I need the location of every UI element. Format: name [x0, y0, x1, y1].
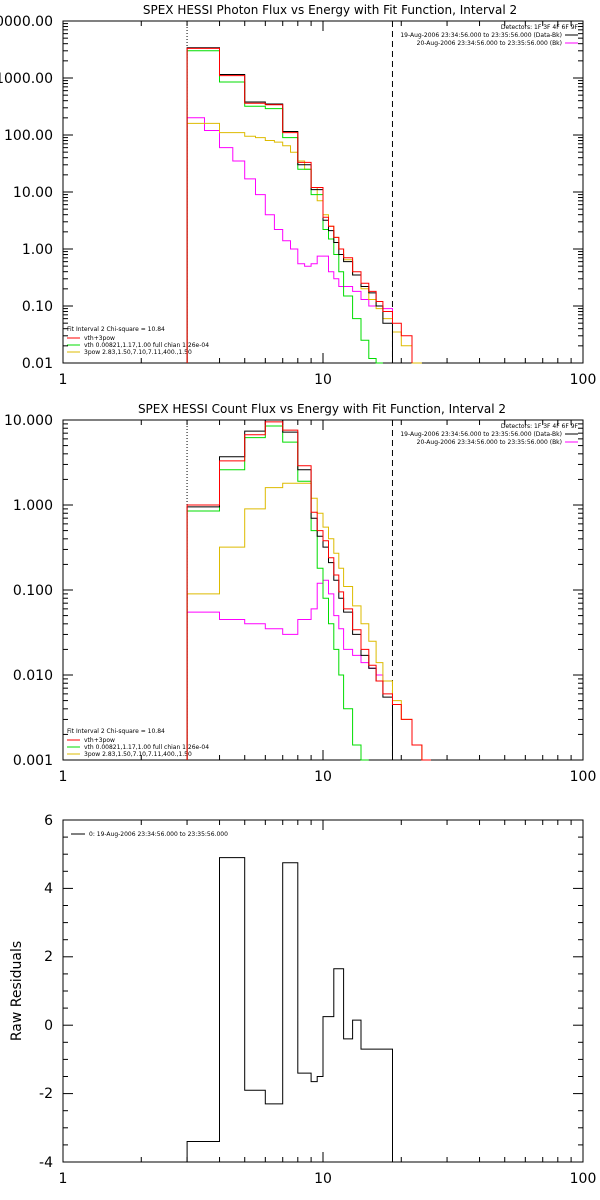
count-series-bk — [186, 579, 393, 760]
photon-series-vth — [186, 50, 383, 364]
count-flux-panel: SPEX HESSI Count Flux vs Energy with Fit… — [4, 402, 596, 785]
count-legend-bk: 20-Aug-2006 23:34:56.000 to 23:35:56.000… — [417, 439, 562, 446]
count-flux-title: SPEX HESSI Count Flux vs Energy with Fit… — [138, 402, 506, 416]
photon-flux-panel: SPEX HESSI Photon Flux vs Energy with Fi… — [0, 3, 596, 388]
resid-xtick-0: 1 — [59, 1171, 68, 1187]
residuals-panel: Raw Residuals -4 -2 0 2 4 6 1 10 100 0: … — [9, 813, 596, 1187]
photon-ytick-5: 1000.00 — [0, 71, 53, 87]
count-ytick-4: 10.000 — [4, 413, 53, 429]
photon-legend-detectors: Detectors: 1F 3F 4F 6F 9F — [501, 24, 579, 31]
count-legend-data: 19-Aug-2006 23:34:56.000 to 23:35:56.000… — [400, 431, 562, 438]
photon-fit-info: Fit Interval 2 Chi-square = 10.84 — [67, 326, 165, 333]
photon-xtick-1: 10 — [314, 372, 332, 388]
photon-series-pow — [186, 122, 422, 364]
photon-series-bk — [186, 117, 393, 363]
resid-ytick-2: 0 — [44, 1018, 53, 1034]
photon-legend-vth: vth 0.00821,1.17,1.00 full chian 1.26e-0… — [84, 342, 209, 349]
photon-flux-title: SPEX HESSI Photon Flux vs Energy with Fi… — [143, 3, 517, 17]
count-ytick-1: 0.010 — [13, 668, 53, 684]
count-xtick-1: 10 — [314, 769, 332, 785]
resid-ytick-3: 2 — [44, 949, 53, 965]
resid-ytick-0: -4 — [39, 1155, 53, 1171]
photon-ytick-0: 0.01 — [22, 356, 53, 372]
photon-ytick-1: 0.10 — [22, 299, 53, 315]
count-xtick-2: 100 — [570, 769, 597, 785]
photon-legend-bk: 20-Aug-2006 23:34:56.000 to 23:35:56.000… — [417, 40, 562, 47]
count-legend-pow: 3pow 2.83,1.50,7.10,7.11,400.,1.50 — [84, 751, 192, 758]
count-series-total — [186, 421, 431, 761]
count-legend-vth: vth 0.00821,1.17,1.00 full chian 1.26e-0… — [84, 744, 209, 751]
count-xtick-0: 1 — [59, 769, 68, 785]
count-legend-detectors: Detectors: 1F 3F 4F 6F 9F — [501, 423, 579, 430]
residuals-plot-frame — [62, 819, 584, 1163]
count-fit-info: Fit Interval 2 Chi-square = 10.84 — [67, 728, 165, 735]
residuals-y-label: Raw Residuals — [9, 941, 25, 1041]
photon-ytick-6: 10000.00 — [0, 14, 53, 30]
photon-legend-total: vth+3pow — [84, 335, 115, 342]
resid-ytick-4: 4 — [44, 881, 53, 897]
photon-ytick-3: 10.00 — [13, 185, 53, 201]
photon-xtick-2: 100 — [570, 372, 597, 388]
photon-ytick-4: 100.00 — [4, 128, 53, 144]
resid-ytick-1: -2 — [39, 1086, 53, 1102]
count-series-vth — [186, 425, 369, 761]
resid-series-residuals — [186, 857, 393, 1162]
resid-xtick-2: 100 — [570, 1171, 597, 1187]
photon-series-data — [186, 47, 393, 363]
count-legend-total: vth+3pow — [84, 737, 115, 744]
photon-legend-pow: 3pow 2.83,1.50,7.10,7.11,400.,1.50 — [84, 349, 192, 356]
resid-ytick-5: 6 — [44, 813, 53, 829]
photon-xtick-0: 1 — [59, 372, 68, 388]
photon-legend-data: 19-Aug-2006 23:34:56.000 to 23:35:56.000… — [400, 32, 562, 39]
photon-series-total — [186, 47, 413, 363]
count-ytick-2: 0.100 — [13, 583, 53, 599]
count-ytick-3: 1.000 — [13, 498, 53, 514]
residuals-legend-label: 0: 19-Aug-2006 23:34:56.000 to 23:35:56.… — [89, 831, 228, 838]
count-ytick-0: 0.001 — [13, 753, 53, 769]
photon-ytick-2: 1.00 — [22, 242, 53, 258]
count-series-data — [186, 419, 393, 760]
resid-xtick-1: 10 — [314, 1171, 332, 1187]
count-series-pow — [186, 482, 431, 761]
